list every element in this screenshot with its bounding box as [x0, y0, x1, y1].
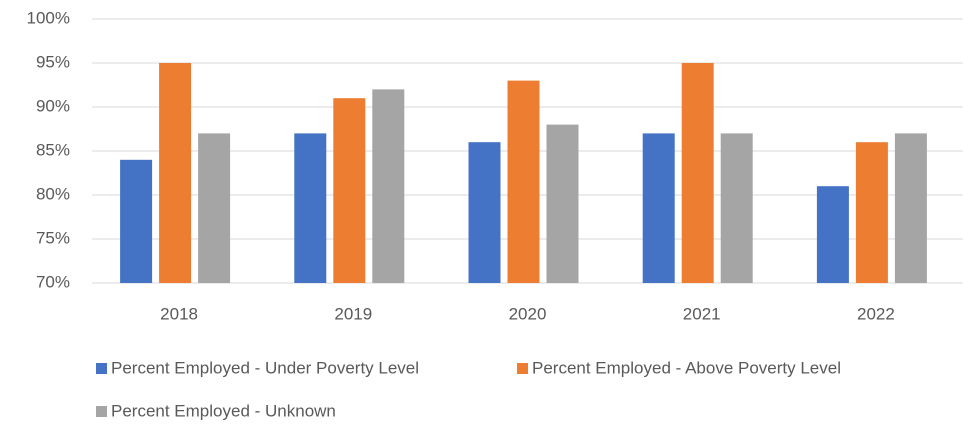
- y-tick-label: 100%: [27, 8, 70, 27]
- x-tick-label: 2018: [160, 304, 198, 323]
- y-tick-label: 95%: [36, 52, 70, 71]
- bar: [720, 133, 753, 283]
- x-tick-label: 2022: [857, 304, 895, 323]
- x-tick-label: 2021: [683, 304, 721, 323]
- x-tick-label: 2020: [509, 304, 547, 323]
- bar: [468, 142, 501, 283]
- legend-label: Percent Employed - Above Poverty Level: [532, 358, 841, 377]
- legend-swatch: [517, 363, 528, 374]
- y-tick-label: 90%: [36, 96, 70, 115]
- y-tick-label: 85%: [36, 140, 70, 159]
- bar: [546, 124, 579, 283]
- bar: [159, 63, 192, 283]
- bar: [855, 142, 888, 283]
- legend-swatch: [96, 406, 107, 417]
- y-tick-label: 80%: [36, 184, 70, 203]
- legend-swatch: [96, 363, 107, 374]
- bar: [894, 133, 927, 283]
- y-tick-label: 75%: [36, 228, 70, 247]
- bar: [507, 80, 540, 283]
- y-tick-label: 70%: [36, 272, 70, 291]
- legend-label: Percent Employed - Unknown: [111, 401, 336, 420]
- bar: [372, 89, 405, 284]
- bar: [198, 133, 231, 283]
- bar: [120, 159, 153, 283]
- legend-label: Percent Employed - Under Poverty Level: [111, 358, 419, 377]
- x-tick-label: 2019: [334, 304, 372, 323]
- bar: [642, 133, 675, 283]
- bar: [816, 186, 849, 283]
- bar: [681, 63, 714, 283]
- bar: [333, 98, 366, 283]
- bar: [294, 133, 327, 283]
